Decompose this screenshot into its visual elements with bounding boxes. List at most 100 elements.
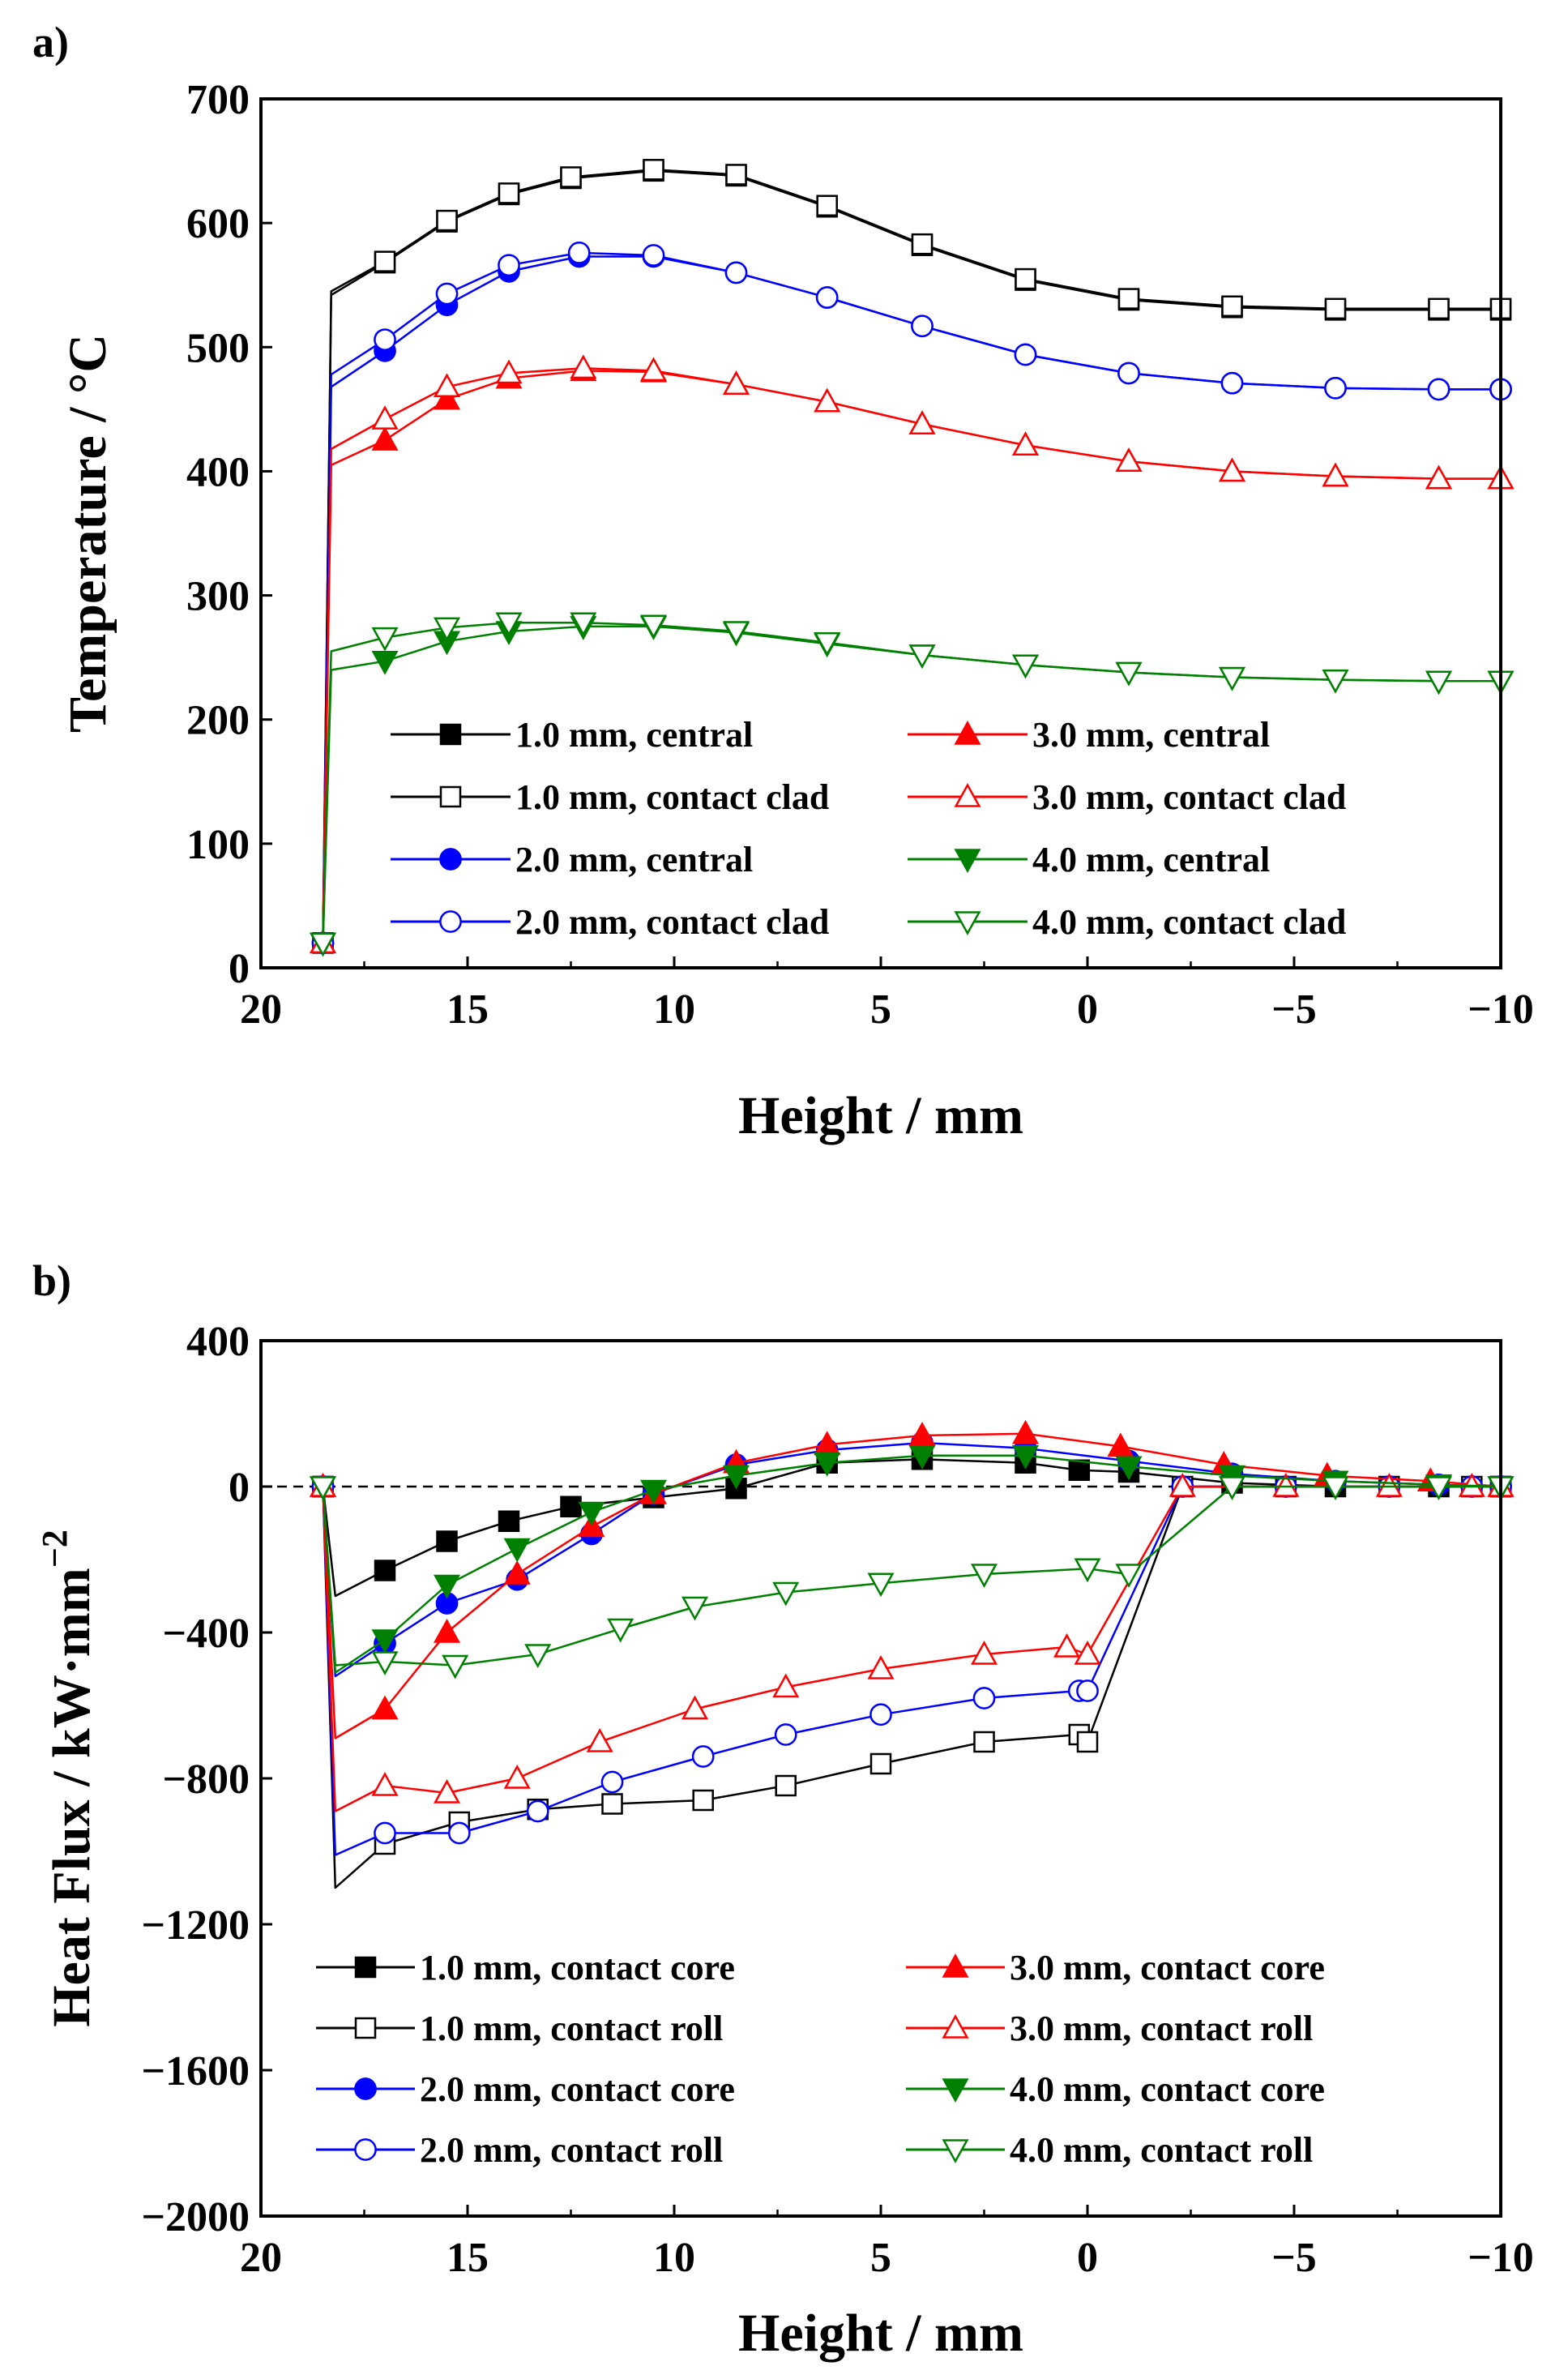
data-point [371,1695,399,1720]
data-point [908,644,936,670]
data-point [643,159,664,181]
data-point [1117,288,1140,310]
data-point [442,1654,469,1679]
data-point [1427,378,1451,401]
data-point [815,286,839,309]
legend-label: 1.0 mm, central [515,715,753,755]
panel-b-y-axis-label-main: Heat Flux / kW·mm [42,1568,101,2026]
legend-marker [942,2078,969,2103]
legend-marker [954,911,981,935]
legend-label: 3.0 mm, contact core [1010,1948,1325,1987]
x-tick-label: 5 [870,2235,891,2281]
data-point [503,1765,531,1789]
panel-b-x-axis-label: Height / mm [738,2304,1023,2363]
data-point [560,1495,582,1517]
data-point [1324,376,1347,400]
data-point [433,385,461,410]
data-point [911,233,934,255]
data-point [814,1452,841,1477]
data-point [1076,1679,1099,1702]
legend-marker [439,785,462,808]
data-point [722,621,750,645]
data-point [309,1476,337,1500]
panel-a-y-axis-label: Temperature / °C [58,334,117,733]
data-point [371,426,399,451]
data-point [1107,1432,1134,1457]
data-point [869,1752,892,1775]
data-point [814,387,841,413]
data-point [722,370,750,395]
data-point [869,1703,892,1726]
x-tick-label: 15 [446,986,489,1033]
data-point [867,1572,895,1598]
x-tick-label: 5 [870,986,891,1033]
data-point [724,261,748,285]
data-point [908,1444,936,1470]
series-4-0-mm-contact-clad [309,612,1515,957]
data-point [570,354,597,379]
data-point [1322,1476,1349,1500]
data-point [1076,1731,1099,1753]
legend-marker [954,849,981,873]
data-point [774,1723,797,1746]
panel-b-heat-flux-chart: b) 20 15 10 5 0 −5 −10 400 0 −400 −800 −1200 −1600 −2… [32,1256,1534,2363]
data-point [691,1745,715,1768]
series-line [322,169,1501,943]
data-point [371,1629,399,1654]
legend-label: 2.0 mm, contact clad [515,902,829,942]
data-point [503,1560,531,1585]
data-point [560,166,582,188]
data-point [867,1655,895,1679]
data-point [1115,447,1143,472]
legend-label: 2.0 mm, contact core [420,2069,735,2109]
data-point [371,405,399,430]
legend-entry-4-0-mm-contact-core: 4.0 mm, contact core [906,2069,1325,2109]
legend-entry-3-0-mm-contact-core: 3.0 mm, contact core [906,1948,1325,1987]
y-tick-label: 0 [229,946,250,992]
data-point [1272,1473,1300,1497]
y-tick-label: −1600 [141,2048,250,2094]
data-point [1425,464,1453,490]
legend-entry-2-0-mm-contact-clad: 2.0 mm, contact clad [391,902,829,942]
data-point [1428,297,1450,320]
x-tick-label: 10 [653,986,695,1033]
data-point [435,282,459,306]
data-point [1221,295,1243,317]
series-line [322,1485,1501,1667]
panel-a-x-axis-label: Height / mm [738,1086,1023,1145]
data-point [1011,1444,1040,1470]
x-tick-label: −10 [1468,986,1534,1033]
y-tick-label: 400 [186,1319,250,1365]
data-point [436,1530,458,1552]
data-point [908,1422,936,1446]
data-point [436,209,458,232]
data-point [374,1821,396,1845]
legend-marker [942,2139,969,2163]
legend-label: 1.0 mm, contact clad [515,777,829,817]
data-point [371,1772,399,1796]
panel-b-y-axis-label: Heat Flux / kW·mm−2 [35,1530,101,2027]
series-line [322,1432,1502,1739]
data-point [498,182,520,204]
data-point [639,357,668,382]
data-point [1053,1633,1081,1658]
data-point [692,1789,714,1812]
data-point [775,1774,797,1797]
data-point [1074,1641,1101,1665]
data-point [908,410,936,435]
data-point [722,1465,750,1490]
legend-marker [354,1956,377,1979]
legend-entry-3-0-mm-contact-roll: 3.0 mm, contact roll [906,2009,1313,2048]
y-tick-label: 500 [186,325,250,371]
data-point [1425,670,1453,695]
series-line [322,251,1501,943]
legend-entry-2-0-mm-central: 2.0 mm, central [391,840,753,879]
data-point [1011,431,1040,456]
panel-b-letter: b) [32,1256,71,1305]
data-point [495,612,523,637]
data-point [973,1731,995,1753]
data-point [1218,1476,1246,1500]
legend-entry-3-0-mm-contact-clad: 3.0 mm, contact clad [908,777,1346,817]
y-tick-label: 400 [186,449,250,495]
data-point [526,1799,549,1823]
